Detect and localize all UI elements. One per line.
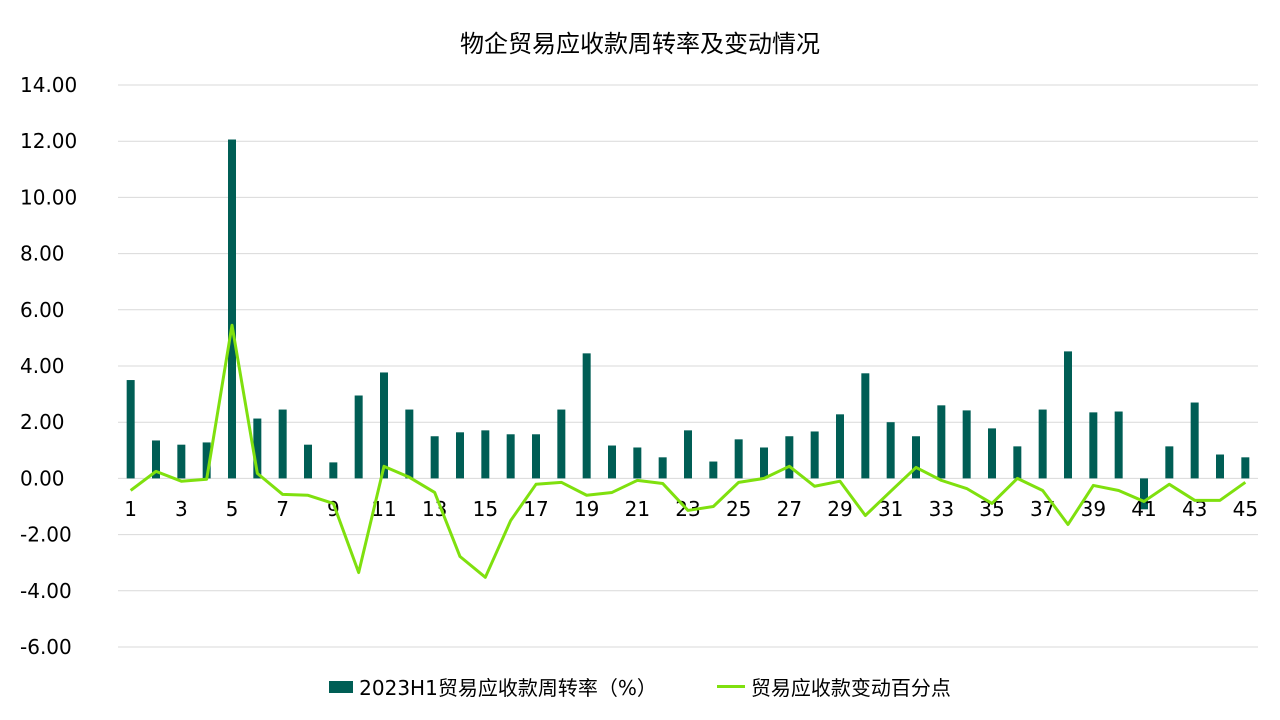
bar [557,409,566,479]
legend-item-line: 贸易应收款变动百分点 [716,672,951,701]
bar [532,434,540,479]
legend-swatch-bar [329,680,354,693]
y-tick-label: 4.00 [20,354,65,378]
bar [354,395,363,479]
x-tick-label: 7 [276,497,289,521]
bar [633,447,642,479]
x-tick-label: 19 [574,497,599,521]
bar [278,409,287,479]
bar [380,372,388,479]
bar [1241,457,1250,479]
bar [177,444,186,479]
bar [962,410,971,479]
y-tick-label: 14.00 [20,73,77,97]
bar [405,409,414,479]
bar [785,436,794,479]
x-tick-label: 21 [625,497,650,521]
y-tick-label: 2.00 [20,410,65,434]
y-tick-label: 0.00 [20,466,65,490]
bar [988,428,996,479]
bar [1165,446,1174,479]
x-tick-label: 3 [175,497,188,521]
x-tick-label: 5 [226,497,239,521]
bar [1089,412,1098,479]
bar [228,139,236,479]
y-tick-label: -2.00 [20,523,72,547]
bar [481,430,490,479]
bar [684,430,692,479]
bar [1114,411,1123,479]
bar [810,431,819,479]
legend-label-bar: 2023H1贸易应收款周转率（%） [359,676,657,700]
y-tick-label: -6.00 [20,635,72,659]
bar [658,457,667,479]
x-tick-label: 29 [827,497,852,521]
bar [734,439,743,479]
bar [1013,446,1022,479]
y-tick-label: 10.00 [20,185,77,209]
bar [912,436,920,479]
x-tick-label: 25 [726,497,751,521]
bar [1038,409,1047,479]
bar [1140,478,1148,510]
bar [304,444,312,479]
x-tick-label: 45 [1233,497,1258,521]
bar [608,445,616,479]
y-tick-label: -4.00 [20,579,72,603]
bar [253,418,262,479]
x-tick-label: 17 [523,497,548,521]
bar [1190,402,1199,479]
y-tick-label: 12.00 [20,129,77,153]
bar [886,422,895,479]
bar [152,440,160,479]
bar [329,462,338,479]
bar [430,436,439,479]
y-tick-label: 6.00 [20,298,65,322]
x-tick-label: 15 [473,497,498,521]
bar [937,405,946,479]
bar [202,442,211,479]
legend-swatch-line [716,685,745,688]
x-tick-label: 1 [124,497,137,521]
bar [1216,454,1224,479]
legend-item-bar: 2023H1贸易应收款周转率（%） [329,672,657,701]
bar [709,461,718,479]
bar [836,414,844,479]
bar [1064,351,1072,479]
bar [456,432,464,479]
chart-title: 物企贸易应收款周转率及变动情况 [460,30,820,58]
x-tick-label: 27 [777,497,802,521]
y-tick-label: 8.00 [20,242,65,266]
bar [760,447,768,479]
legend: 2023H1贸易应收款周转率（%） 贸易应收款变动百分点 [0,672,1280,701]
bar [126,380,135,479]
legend-label-line: 贸易应收款变动百分点 [750,676,951,700]
bar [506,434,515,479]
x-tick-label: 35 [979,497,1004,521]
x-tick-label: 33 [929,497,954,521]
bar [582,353,591,479]
bar [861,373,870,479]
